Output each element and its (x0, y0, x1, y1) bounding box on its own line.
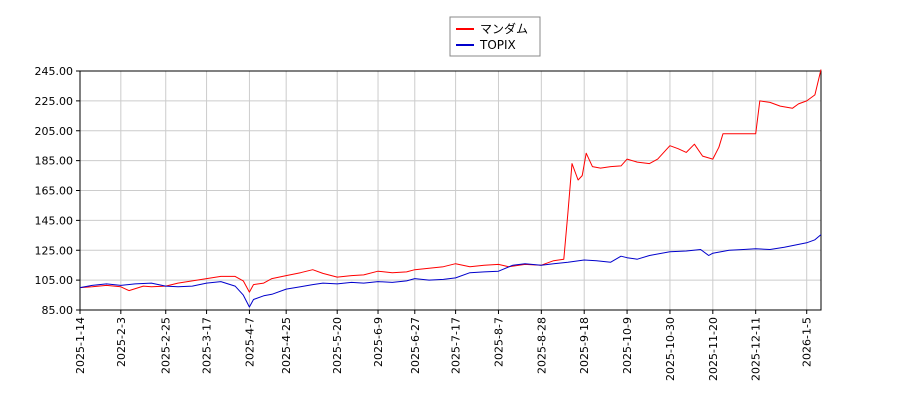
y-tick-label: 245.00 (35, 65, 74, 78)
series-lines (79, 69, 822, 308)
y-tick-label: 145.00 (35, 214, 74, 227)
x-tick-label: 2025-10-9 (621, 317, 634, 374)
legend: マンダム TOPIX (449, 16, 541, 57)
x-tick-label: 2025-9-18 (578, 317, 591, 374)
x-tick-label: 2025-4-7 (243, 317, 256, 367)
x-tick-label: 2025-7-17 (450, 317, 463, 374)
x-tick-label: 2025-10-30 (664, 317, 677, 381)
y-tick-label: 205.00 (35, 125, 74, 138)
y-tick-label: 105.00 (35, 274, 74, 287)
x-tick-label: 2025-12-11 (750, 317, 763, 381)
x-tick-label: 2025-4-25 (280, 317, 293, 374)
x-tick-label: 2025-8-7 (492, 317, 505, 367)
legend-label: マンダム (480, 21, 528, 36)
y-tick-label: 165.00 (35, 185, 74, 198)
series-line-mandom (79, 69, 822, 293)
x-tick-label: 2025-3-17 (201, 317, 214, 374)
y-tick-label: 85.00 (42, 304, 74, 317)
series-line-topix (79, 234, 822, 308)
y-tick-label: 185.00 (35, 155, 74, 168)
x-tick-label: 2025-6-27 (409, 317, 422, 374)
x-tick-label: 2025-11-20 (707, 317, 720, 381)
legend-box (449, 16, 541, 57)
x-tick-label: 2025-6-9 (372, 317, 385, 367)
x-tick-label: 2025-1-14 (74, 317, 87, 374)
legend-label: TOPIX (479, 38, 516, 52)
y-axis: 85.00 105.00 125.00 145.00 165.00 185.00 205.0… (35, 65, 80, 317)
x-tick-label: 2025-5-20 (331, 317, 344, 374)
x-tick-label: 2025-8-28 (535, 317, 548, 374)
grid-lines (79, 70, 821, 311)
x-axis: 2025-1-14 2025-2-3 2025-2-25 2025-3-17 2025-… (74, 310, 814, 381)
x-tick-label: 2025-2-25 (160, 317, 173, 374)
y-tick-label: 225.00 (35, 95, 74, 108)
x-tick-label: 2025-2-3 (115, 317, 128, 367)
x-tick-label: 2026-1-5 (801, 317, 814, 367)
y-tick-label: 125.00 (35, 244, 74, 257)
